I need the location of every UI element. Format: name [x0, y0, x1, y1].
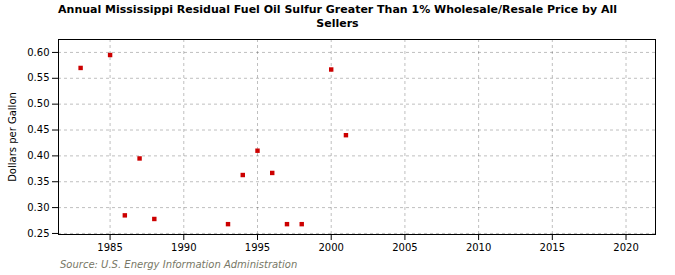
- svg-text:0.25: 0.25: [27, 228, 49, 239]
- svg-text:0.50: 0.50: [27, 98, 49, 109]
- svg-text:2015: 2015: [540, 242, 565, 253]
- html-text:Annual Mississippi Residual Fu: Annual Mississippi Residual Fuel Oil Sul…: [58, 3, 617, 30]
- svg-text:0.45: 0.45: [27, 124, 49, 135]
- svg-text:0.40: 0.40: [27, 150, 49, 161]
- svg-text:2000: 2000: [318, 242, 343, 253]
- svg-text:0.60: 0.60: [27, 47, 49, 58]
- svg-text:2010: 2010: [466, 242, 491, 253]
- svg-text:0.30: 0.30: [27, 202, 49, 213]
- svg-text:1985: 1985: [97, 242, 122, 253]
- svg-text:1995: 1995: [245, 242, 270, 253]
- svg-text:0.55: 0.55: [27, 72, 49, 83]
- svg-text:2020: 2020: [613, 242, 638, 253]
- svg-text:2005: 2005: [392, 242, 417, 253]
- svg-text:Dollars per Gallon: Dollars per Gallon: [7, 92, 18, 182]
- svg-text:0.35: 0.35: [27, 176, 49, 187]
- svg-text:1990: 1990: [171, 242, 196, 253]
- html-text:Source: U.S. Energy Informatio: Source: U.S. Energy Information Administ…: [60, 259, 298, 270]
